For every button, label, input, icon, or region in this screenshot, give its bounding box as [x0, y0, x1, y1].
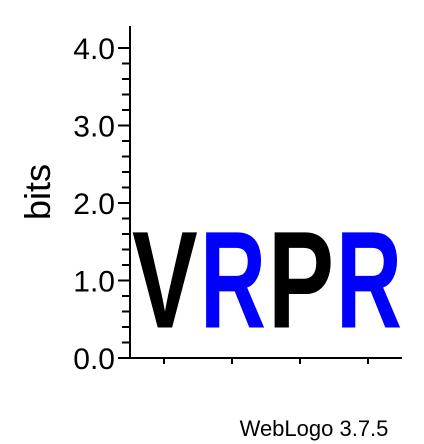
- y-tick-label: 0.0: [73, 343, 115, 376]
- logo-letter-r: R: [336, 202, 402, 357]
- y-tick-label: 2.0: [73, 188, 115, 221]
- y-tick-label: 4.0: [73, 33, 115, 66]
- logo-letter-p: P: [268, 203, 334, 357]
- x-axis: [130, 357, 402, 364]
- logo-letter-r: R: [200, 202, 266, 357]
- logo-letter-v: V: [132, 203, 198, 357]
- software-credit: WebLogo 3.7.5: [240, 416, 389, 441]
- y-tick-label: 1.0: [73, 266, 115, 299]
- y-axis: 0.0 1.0 2.0 3.0 4.0: [73, 26, 131, 376]
- y-axis-label: bits: [17, 164, 58, 220]
- y-tick-label: 3.0: [73, 111, 115, 144]
